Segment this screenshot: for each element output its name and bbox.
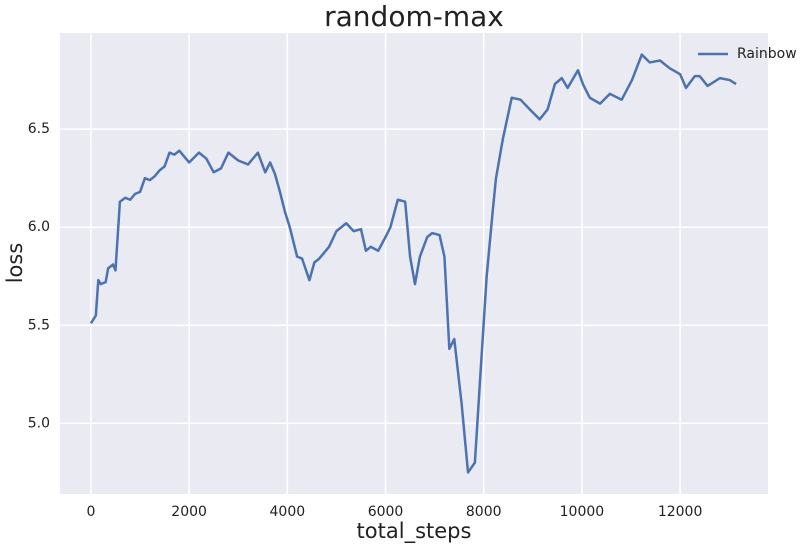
- x-tick-label: 4000: [270, 504, 306, 520]
- x-axis-label: total_steps: [357, 519, 472, 544]
- y-tick-label: 6.5: [28, 121, 50, 137]
- y-tick-label: 5.5: [28, 317, 50, 333]
- x-tick-label: 6000: [368, 504, 404, 520]
- x-tick-label: 12000: [658, 504, 703, 520]
- legend-label: Rainbow: [737, 46, 797, 62]
- x-tick-label: 0: [86, 504, 95, 520]
- y-tick-label: 5.0: [28, 415, 50, 431]
- x-tick-label: 2000: [171, 504, 207, 520]
- chart-title: random-max: [324, 0, 504, 33]
- y-tick-label: 6.0: [28, 219, 50, 235]
- data-line: [89, 53, 737, 474]
- x-tick-label: 10000: [560, 504, 605, 520]
- y-axis-label: loss: [3, 243, 27, 284]
- plot-area: [60, 33, 768, 494]
- x-tick-label: 8000: [466, 504, 502, 520]
